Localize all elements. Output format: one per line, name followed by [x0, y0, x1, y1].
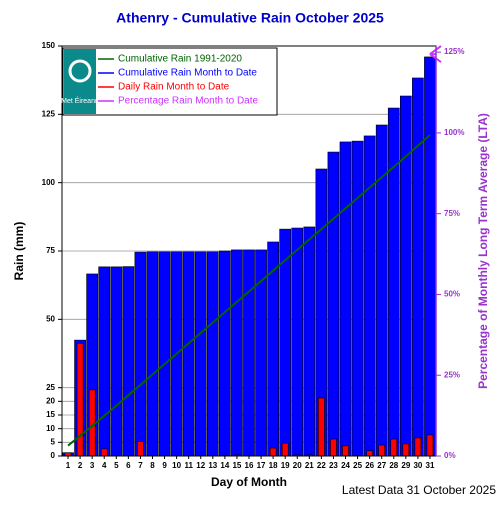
y2-axis-label: Percentage of Monthly Long Term Average …: [476, 113, 490, 389]
x-tick-label: 11: [184, 461, 193, 470]
cumulative-bar: [412, 78, 423, 456]
x-tick-label: 1: [66, 461, 71, 470]
y2-tick-label: 25%: [444, 370, 460, 379]
x-tick-label: 19: [281, 461, 290, 470]
y-tick-label: 150: [42, 41, 56, 50]
x-tick-label: 29: [401, 461, 410, 470]
y-tick-label: 0: [51, 451, 56, 460]
x-tick-label: 6: [126, 461, 131, 470]
cumulative-bar: [207, 252, 218, 456]
logo-text: Met Éireann: [61, 96, 99, 105]
cumulative-bar: [424, 57, 435, 456]
daily-bar: [343, 446, 349, 456]
x-tick-label: 17: [257, 461, 266, 470]
x-tick-label: 30: [413, 461, 422, 470]
cumulative-bar: [135, 252, 146, 456]
x-tick-label: 10: [172, 461, 181, 470]
daily-bar: [403, 444, 409, 456]
y2-tick-label: 0%: [444, 451, 456, 460]
cumulative-bar: [292, 228, 303, 456]
cumulative-bar: [219, 251, 230, 456]
legend-label: Cumulative Rain Month to Date: [118, 68, 257, 79]
x-tick-label: 22: [317, 461, 326, 470]
y2-tick-label: 75%: [444, 209, 460, 218]
cumulative-bar: [147, 252, 158, 456]
cumulative-bar: [123, 267, 134, 456]
cumulative-bar: [159, 252, 170, 456]
y2-tick-label: 100%: [444, 128, 464, 137]
daily-bar: [77, 343, 83, 456]
x-tick-label: 16: [245, 461, 254, 470]
daily-bar: [415, 438, 421, 456]
legend-label: Percentage Rain Month to Date: [118, 96, 259, 107]
daily-bar: [318, 398, 324, 456]
y-tick-label: 10: [46, 424, 55, 433]
cumulative-bar: [328, 152, 339, 456]
cumulative-bar: [352, 141, 363, 456]
x-tick-label: 14: [220, 461, 229, 470]
cumulative-bar: [231, 250, 242, 456]
x-tick-label: 9: [162, 461, 167, 470]
y-tick-label: 125: [42, 109, 56, 118]
daily-bar: [137, 442, 143, 456]
x-tick-label: 18: [269, 461, 278, 470]
y-tick-label: 15: [46, 410, 55, 419]
x-tick-label: 5: [114, 461, 119, 470]
cumulative-bar: [388, 108, 399, 456]
daily-bar: [282, 443, 288, 456]
x-tick-label: 21: [305, 461, 314, 470]
x-tick-label: 4: [102, 461, 107, 470]
x-tick-label: 25: [353, 461, 362, 470]
x-tick-label: 7: [138, 461, 143, 470]
x-tick-label: 8: [150, 461, 155, 470]
daily-bar: [101, 449, 107, 456]
y-tick-label: 25: [46, 383, 55, 392]
daily-bar: [330, 439, 336, 456]
daily-bar: [379, 445, 385, 456]
y-tick-label: 5: [51, 437, 56, 446]
y-axis-label: Rain (mm): [12, 222, 26, 281]
x-tick-label: 26: [365, 461, 374, 470]
x-tick-label: 15: [232, 461, 241, 470]
cumulative-bar: [340, 142, 351, 456]
daily-bar: [367, 451, 373, 456]
y2-tick-label: 125%: [444, 47, 464, 56]
x-tick-label: 2: [78, 461, 83, 470]
x-tick-label: 20: [293, 461, 302, 470]
y-tick-label: 50: [46, 314, 55, 323]
cumulative-bar: [304, 227, 315, 456]
x-tick-label: 24: [341, 461, 350, 470]
legend-label: Cumulative Rain 1991-2020: [118, 54, 242, 65]
daily-bar: [427, 435, 433, 456]
y-tick-label: 75: [46, 246, 55, 255]
cumulative-bar: [400, 96, 411, 456]
y-tick-label: 100: [42, 178, 56, 187]
x-tick-label: 13: [208, 461, 217, 470]
x-tick-label: 27: [377, 461, 386, 470]
cumulative-bar: [99, 267, 110, 456]
cumulative-bar: [195, 252, 206, 456]
cumulative-bar: [243, 250, 254, 456]
x-axis-label: Day of Month: [211, 475, 287, 489]
legend-label: Daily Rain Month to Date: [118, 82, 230, 93]
footer: Latest Data 31 October 2025: [342, 483, 496, 497]
y2-tick-label: 50%: [444, 290, 460, 299]
chart-title: Athenry - Cumulative Rain October 2025: [116, 10, 384, 26]
x-tick-label: 12: [196, 461, 205, 470]
x-tick-label: 23: [329, 461, 338, 470]
cumulative-bar: [183, 252, 194, 456]
y-tick-label: 20: [46, 396, 55, 405]
x-tick-label: 3: [90, 461, 95, 470]
daily-bar: [391, 439, 397, 456]
daily-bar: [270, 448, 276, 456]
x-tick-label: 31: [426, 461, 435, 470]
x-tick-label: 28: [389, 461, 398, 470]
cumulative-bar: [111, 267, 122, 456]
